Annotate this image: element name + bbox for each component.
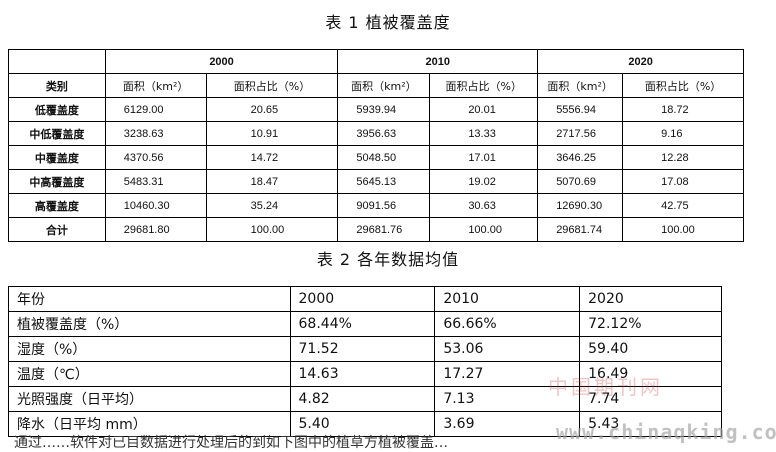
area-header-2010: 面积（km²） <box>337 73 431 98</box>
table1-row: 中覆盖度 4370.56 14.72 5048.50 17.01 3646.25 12.28 <box>8 145 744 170</box>
ratio-value-cell: 12.28 <box>622 145 744 170</box>
ratio-value-cell: 19.02 <box>429 169 539 194</box>
table2-header-row: 年份 2000 2010 2020 <box>8 286 722 312</box>
row-category-label: 高覆盖度 <box>8 193 106 218</box>
area-value-cell: 5939.94 <box>337 97 431 122</box>
ratio-header-2010: 面积占比（%） <box>429 73 539 98</box>
year-header-row: 2000 2010 2020 <box>8 49 744 74</box>
metric-value-cell: 53.06 <box>434 336 581 362</box>
ratio-value-cell: 14.72 <box>205 145 339 170</box>
metric-value-cell: 71.52 <box>289 336 436 362</box>
ratio-value-cell: 17.01 <box>429 145 539 170</box>
empty-corner-cell <box>8 49 106 74</box>
vegetation-coverage-table: 2000 2010 2020 类别 面积（km²） 面积占比（%） 面积（km²… <box>8 49 744 242</box>
table2-title: 表 2 各年数据均值 <box>316 250 460 269</box>
area-value-cell: 5070.69 <box>537 169 624 194</box>
metric-value-cell: 7.74 <box>579 386 722 412</box>
area-value-cell: 3238.63 <box>104 121 207 146</box>
ratio-value-cell: 10.91 <box>205 121 339 146</box>
watermark-cn: 中国期刊网 <box>548 375 663 399</box>
year-2020-cell: 2020 <box>579 286 722 312</box>
area-value-cell: 29681.74 <box>537 217 624 242</box>
metric-value-cell: 5.40 <box>289 411 436 437</box>
table1-row: 低覆盖度 6129.00 20.65 5939.94 20.01 5556.94 18.72 <box>8 97 744 122</box>
watermark-url: www.chinaqking.com <box>556 420 776 444</box>
metric-label-cell: 降水（日平均 mm） <box>8 411 291 437</box>
ratio-value-cell: 20.01 <box>429 97 539 122</box>
year-2020-header: 2020 <box>537 49 744 74</box>
metric-value-cell: 59.40 <box>579 336 722 362</box>
metric-label-cell: 湿度（%） <box>8 336 291 362</box>
ratio-value-cell: 13.33 <box>429 121 539 146</box>
ratio-value-cell: 9.16 <box>622 121 744 146</box>
ratio-value-cell: 100.00 <box>622 217 744 242</box>
ratio-value-cell: 35.24 <box>205 193 339 218</box>
ratio-value-cell: 18.47 <box>205 169 339 194</box>
area-header-2020: 面积（km²） <box>537 73 624 98</box>
area-value-cell: 10460.30 <box>104 193 207 218</box>
ratio-value-cell: 100.00 <box>205 217 339 242</box>
metric-value-cell: 7.13 <box>434 386 581 412</box>
metric-value-cell: 68.44% <box>289 311 436 337</box>
area-value-cell: 5645.13 <box>337 169 431 194</box>
area-value-cell: 5556.94 <box>537 97 624 122</box>
category-header: 类别 <box>8 73 106 98</box>
metric-value-cell: 5.43 <box>579 411 722 437</box>
ratio-value-cell: 100.00 <box>429 217 539 242</box>
cut-off-body-text: 通过……软件对已目数据进行处理后的到如下图中的植草方植被覆盖… <box>14 435 448 451</box>
metric-value-cell: 66.66% <box>434 311 581 337</box>
table2-row: 温度（℃） 14.63 17.27 16.49 <box>8 361 722 387</box>
table1-title: 表 1 植被覆盖度 <box>325 13 451 32</box>
table1-row: 高覆盖度 10460.30 35.24 9091.56 30.63 12690.30 42.… <box>8 193 744 218</box>
area-value-cell: 3646.25 <box>537 145 624 170</box>
row-category-label: 中覆盖度 <box>8 145 106 170</box>
area-value-cell: 2717.56 <box>537 121 624 146</box>
year-2010-header: 2010 <box>337 49 539 74</box>
area-value-cell: 9091.56 <box>337 193 431 218</box>
metric-value-cell: 14.63 <box>289 361 436 387</box>
table1-row: 合计 29681.80 100.00 29681.76 100.00 29681.74 10… <box>8 217 744 242</box>
area-value-cell: 6129.00 <box>104 97 207 122</box>
annual-averages-table: 年份 2000 2010 2020 植被覆盖度（%） 68.44% 66.66% 72… <box>8 286 722 437</box>
ratio-value-cell: 18.72 <box>622 97 744 122</box>
row-category-label: 合计 <box>8 217 106 242</box>
ratio-header-2000: 面积占比（%） <box>205 73 339 98</box>
year-label-cell: 年份 <box>8 286 291 312</box>
table1-row: 中低覆盖度 3238.63 10.91 3956.63 13.33 2717.56 9.16 <box>8 121 744 146</box>
ratio-value-cell: 20.65 <box>205 97 339 122</box>
area-value-cell: 3956.63 <box>337 121 431 146</box>
ratio-value-cell: 42.75 <box>622 193 744 218</box>
ratio-value-cell: 17.08 <box>622 169 744 194</box>
metric-label-cell: 光照强度（日平均） <box>8 386 291 412</box>
column-header-row: 类别 面积（km²） 面积占比（%） 面积（km²） 面积占比（%） 面积（km… <box>8 73 744 98</box>
ratio-value-cell: 30.63 <box>429 193 539 218</box>
table2-row: 植被覆盖度（%） 68.44% 66.66% 72.12% <box>8 311 722 337</box>
row-category-label: 低覆盖度 <box>8 97 106 122</box>
area-header-2000: 面积（km²） <box>104 73 207 98</box>
area-value-cell: 12690.30 <box>537 193 624 218</box>
ratio-header-2020: 面积占比（%） <box>622 73 744 98</box>
area-value-cell: 5048.50 <box>337 145 431 170</box>
table2-row: 光照强度（日平均） 4.82 7.13 7.74 <box>8 386 722 412</box>
area-value-cell: 4370.56 <box>104 145 207 170</box>
row-category-label: 中高覆盖度 <box>8 169 106 194</box>
metric-label-cell: 植被覆盖度（%） <box>8 311 291 337</box>
area-value-cell: 29681.80 <box>104 217 207 242</box>
area-value-cell: 29681.76 <box>337 217 431 242</box>
metric-label-cell: 温度（℃） <box>8 361 291 387</box>
table2-row: 湿度（%） 71.52 53.06 59.40 <box>8 336 722 362</box>
year-2000-header: 2000 <box>104 49 339 74</box>
row-category-label: 中低覆盖度 <box>8 121 106 146</box>
table2-row: 降水（日平均 mm） 5.40 3.69 5.43 <box>8 411 722 437</box>
year-2000-cell: 2000 <box>289 286 436 312</box>
area-value-cell: 5483.31 <box>104 169 207 194</box>
metric-value-cell: 4.82 <box>289 386 436 412</box>
year-2010-cell: 2010 <box>434 286 581 312</box>
metric-value-cell: 72.12% <box>579 311 722 337</box>
metric-value-cell: 3.69 <box>434 411 581 437</box>
metric-value-cell: 16.49 <box>579 361 722 387</box>
table1-row: 中高覆盖度 5483.31 18.47 5645.13 19.02 5070.69 17.0… <box>8 169 744 194</box>
